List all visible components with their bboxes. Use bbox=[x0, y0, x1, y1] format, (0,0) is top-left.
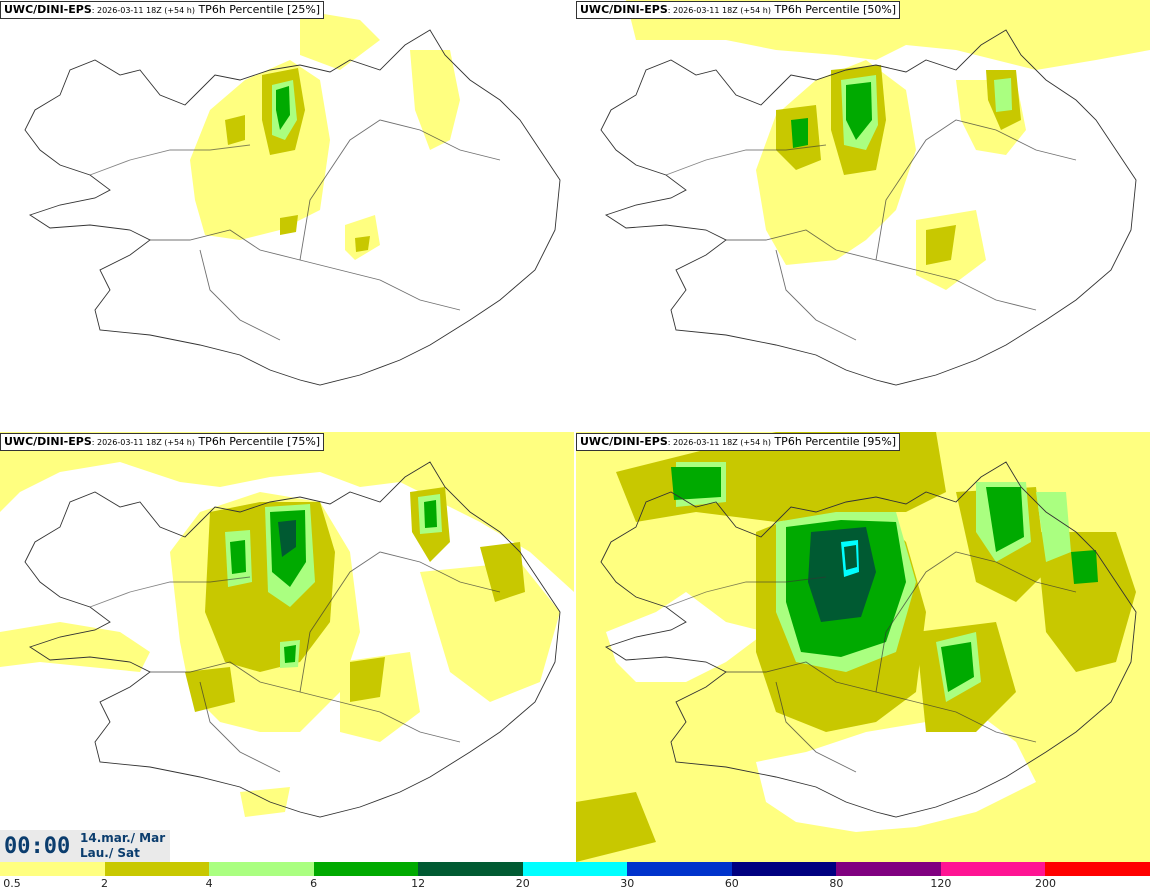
panel-title: UWC/DINI-EPS: 2026-03-11 18Z (+54 h) TP6… bbox=[0, 433, 325, 451]
colorbar-segment bbox=[1045, 862, 1150, 876]
precip-map-p95 bbox=[576, 432, 1150, 862]
valid-time: 00:00 bbox=[4, 834, 71, 859]
panel-title: UWC/DINI-EPS: 2026-03-11 18Z (+54 h) TP6… bbox=[576, 1, 901, 19]
colorbar-tick-label: 6 bbox=[310, 877, 318, 890]
map-panel-p75: UWC/DINI-EPS: 2026-03-11 18Z (+54 h) TP6… bbox=[0, 432, 574, 862]
panel-title: UWC/DINI-EPS: 2026-03-11 18Z (+54 h) TP6… bbox=[576, 433, 901, 451]
colorbar-tick-label: 20 bbox=[515, 877, 530, 890]
colorbar-segment bbox=[522, 862, 628, 876]
colorbar-tick-label: 60 bbox=[724, 877, 739, 890]
colorbar-tick-label: 80 bbox=[829, 877, 844, 890]
colorbar-tick-label: 0.5 bbox=[3, 877, 21, 890]
precip-colorbar bbox=[0, 862, 1150, 876]
valid-date: 14.mar./ Mar Lau./ Sat bbox=[80, 831, 165, 861]
colorbar-segment bbox=[209, 862, 314, 876]
colorbar-tick-label: 4 bbox=[205, 877, 213, 890]
colorbar-segment bbox=[940, 862, 1046, 876]
precip-map-p25 bbox=[24, 10, 561, 386]
map-panel-p95: UWC/DINI-EPS: 2026-03-11 18Z (+54 h) TP6… bbox=[576, 432, 1150, 862]
colorbar-segment bbox=[731, 862, 837, 876]
colorbar-tick-label: 200 bbox=[1034, 877, 1056, 890]
colorbar-segment bbox=[104, 862, 210, 876]
colorbar-segment bbox=[0, 862, 105, 876]
colorbar-segment bbox=[313, 862, 419, 876]
valid-date-line2: Lau./ Sat bbox=[80, 846, 140, 860]
colorbar-ticks: 0.5 2 4 6 12 20 30 60 80 120 200 bbox=[0, 876, 1150, 891]
precip-map-p50 bbox=[600, 0, 1150, 386]
colorbar-tick-label: 12 bbox=[411, 877, 426, 890]
map-panel-p50: UWC/DINI-EPS: 2026-03-11 18Z (+54 h) TP6… bbox=[576, 0, 1150, 430]
map-panel-p25: UWC/DINI-EPS: 2026-03-11 18Z (+54 h) TP6… bbox=[0, 0, 574, 430]
colorbar-segment bbox=[836, 862, 941, 876]
colorbar-tick-label: 120 bbox=[930, 877, 952, 890]
colorbar-tick-label: 2 bbox=[101, 877, 109, 890]
precip-map-p75 bbox=[0, 432, 574, 818]
colorbar-segment bbox=[418, 862, 523, 876]
valid-time-box: 00:00 14.mar./ Mar Lau./ Sat bbox=[0, 830, 170, 862]
panel-title: UWC/DINI-EPS: 2026-03-11 18Z (+54 h) TP6… bbox=[0, 1, 325, 19]
colorbar-segment bbox=[627, 862, 732, 876]
valid-date-line1: 14.mar./ Mar bbox=[80, 831, 166, 845]
colorbar-tick-label: 30 bbox=[620, 877, 635, 890]
